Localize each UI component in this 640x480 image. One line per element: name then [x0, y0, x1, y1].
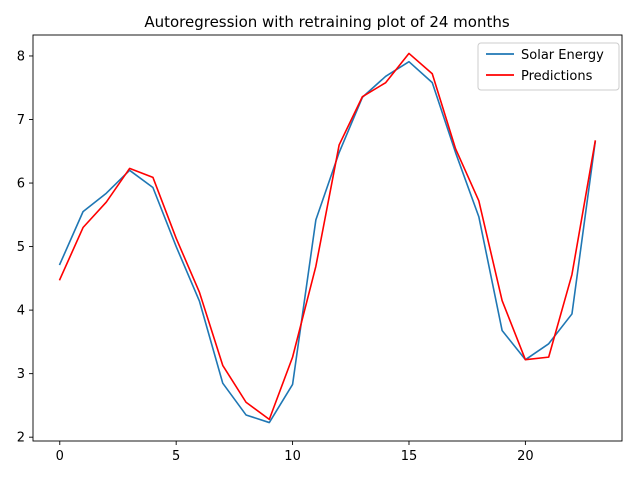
y-tick-label: 4 [17, 304, 25, 319]
series-line-predictions [58, 52, 597, 421]
axes-frame [32, 34, 623, 442]
x-tick-label: 0 [56, 449, 64, 464]
y-tick-label: 7 [17, 113, 25, 128]
x-tick-label: 10 [284, 449, 301, 464]
y-tick-label: 5 [17, 240, 25, 255]
legend: Solar Energy Predictions [477, 42, 620, 91]
x-tick-label: 20 [517, 449, 534, 464]
x-tick-label: 5 [172, 449, 180, 464]
legend-label-predictions: Predictions [521, 69, 593, 84]
plot-area: 0 5 10 15 20 2 3 4 5 6 7 8 [17, 34, 623, 464]
x-tick-label: 15 [401, 449, 418, 464]
y-tick-label: 3 [17, 367, 25, 382]
y-tick-label: 6 [17, 177, 25, 192]
y-tick-label: 2 [17, 431, 25, 446]
legend-label-solar-energy: Solar Energy [521, 48, 604, 63]
series-line-solar-energy [58, 60, 597, 424]
chart-title: Autoregression with retraining plot of 2… [144, 13, 510, 31]
y-tick-label: 8 [17, 49, 25, 64]
